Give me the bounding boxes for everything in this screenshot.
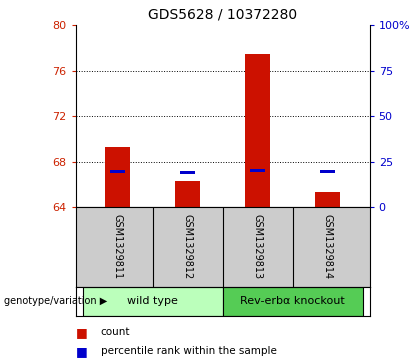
Text: GSM1329813: GSM1329813 <box>252 214 262 280</box>
Text: GSM1329812: GSM1329812 <box>183 214 193 280</box>
Bar <box>105 147 130 207</box>
Text: GSM1329811: GSM1329811 <box>113 214 123 280</box>
Text: ■: ■ <box>76 326 92 339</box>
Bar <box>83 287 223 316</box>
Bar <box>320 170 335 173</box>
Text: ■: ■ <box>76 345 92 358</box>
Text: wild type: wild type <box>127 296 178 306</box>
Text: genotype/variation ▶: genotype/variation ▶ <box>4 296 108 306</box>
Text: GSM1329814: GSM1329814 <box>323 214 333 280</box>
Bar <box>176 181 200 207</box>
Bar <box>180 171 195 174</box>
Bar <box>110 170 125 172</box>
Text: Rev-erbα knockout: Rev-erbα knockout <box>240 296 345 306</box>
Bar <box>223 287 362 316</box>
Title: GDS5628 / 10372280: GDS5628 / 10372280 <box>148 8 297 21</box>
Bar <box>245 54 270 207</box>
Text: percentile rank within the sample: percentile rank within the sample <box>101 346 277 356</box>
Text: count: count <box>101 327 130 337</box>
Bar <box>250 169 265 172</box>
Bar <box>315 192 340 207</box>
